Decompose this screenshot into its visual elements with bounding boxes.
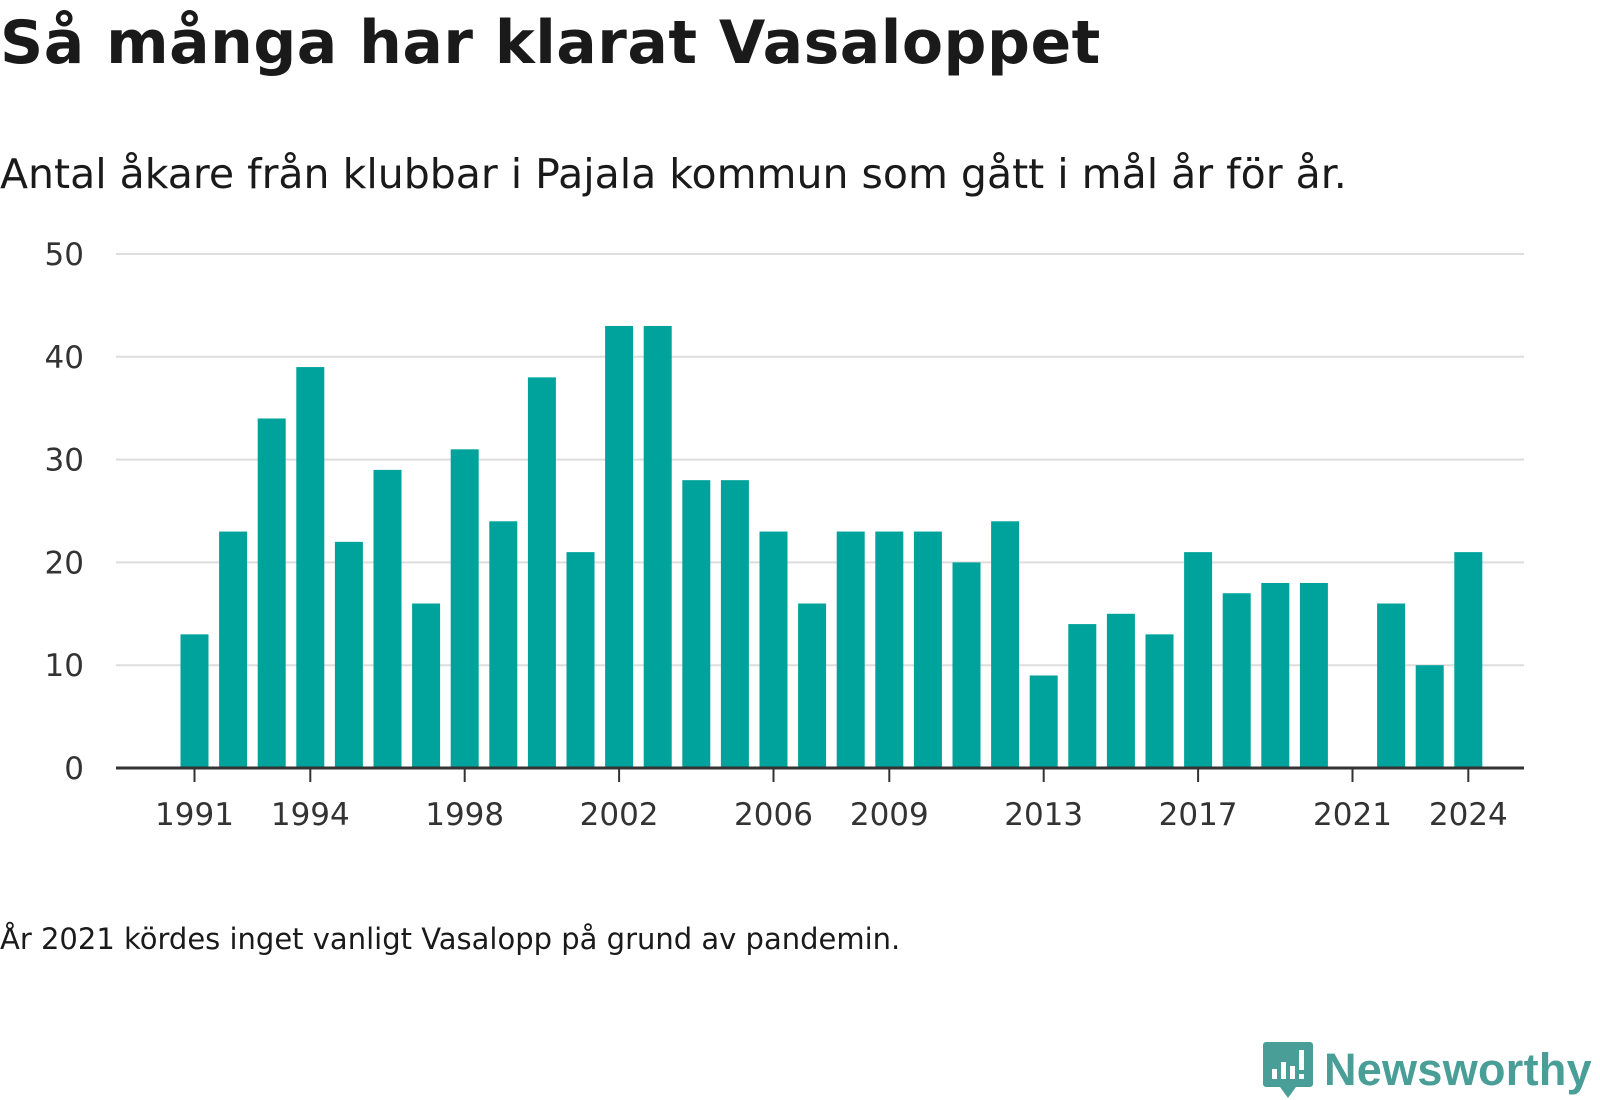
bar-2019 [1261, 582, 1290, 768]
bar-2016 [1145, 634, 1174, 768]
bar-1991 [180, 634, 209, 768]
bar-2013 [1029, 675, 1058, 768]
bar-2008 [836, 531, 865, 768]
bar-1999 [489, 521, 518, 768]
x-tick-label: 2017 [1159, 797, 1238, 833]
bar-2023 [1415, 665, 1444, 768]
x-tick-label: 1998 [425, 797, 504, 833]
bar-2000 [527, 377, 556, 768]
brand-logo[interactable]: Newsworthy [1262, 1040, 1592, 1100]
bar-1998 [450, 449, 479, 768]
bar-2015 [1106, 613, 1135, 768]
x-tick-label: 1991 [155, 797, 234, 833]
bar-1992 [219, 531, 248, 768]
brand-name: Newsworthy [1323, 1044, 1592, 1095]
bar-2012 [991, 521, 1020, 768]
x-tick-label: 2024 [1429, 797, 1508, 833]
x-tick-label: 1994 [271, 797, 350, 833]
x-tick-label: 2002 [580, 797, 659, 833]
bar-2007 [798, 603, 827, 768]
bar-2004 [682, 480, 711, 768]
y-tick-label: 50 [45, 237, 84, 273]
bar-2006 [759, 531, 788, 768]
bar-2020 [1299, 582, 1328, 768]
bar-2011 [952, 562, 981, 768]
bar-1996 [373, 469, 402, 768]
bar-2001 [566, 552, 595, 768]
bar-2014 [1068, 624, 1097, 768]
bar-2010 [913, 531, 942, 768]
bar-2017 [1184, 552, 1213, 768]
bar-chart: 0 10 20 30 40 50 1991 1994 1998 2002 2006 2009 2013… [45, 237, 1524, 833]
bar-1997 [412, 603, 441, 768]
x-tick-label: 2009 [850, 797, 929, 833]
chart-title: Så många har klarat Vasaloppet [0, 8, 1101, 78]
bars [180, 325, 1483, 768]
bar-2022 [1377, 603, 1406, 768]
bar-2018 [1222, 593, 1251, 768]
bar-2005 [720, 480, 749, 768]
chart-subtitle: Antal åkare från klubbar i Pajala kommun… [0, 150, 1347, 198]
y-tick-label: 30 [45, 443, 84, 479]
bar-2009 [875, 531, 904, 768]
bar-1994 [296, 367, 325, 768]
bar-1995 [334, 541, 363, 768]
newsworthy-logo-icon [1262, 1042, 1313, 1098]
y-tick-label: 0 [64, 751, 84, 787]
x-tick-label: 2006 [734, 797, 813, 833]
x-axis-labels: 1991 1994 1998 2002 2006 2009 2013 2017 2021 2024 [155, 797, 1508, 833]
y-tick-label: 40 [45, 340, 84, 376]
bar-2002 [605, 325, 634, 768]
bar-2024 [1454, 552, 1483, 768]
bar-1993 [257, 418, 286, 768]
y-tick-label: 20 [45, 545, 84, 581]
y-axis-labels: 0 10 20 30 40 50 [45, 237, 84, 787]
x-tick-label: 2021 [1313, 797, 1392, 833]
footnote: År 2021 kördes inget vanligt Vasalopp på… [0, 922, 901, 956]
y-tick-label: 10 [45, 648, 84, 684]
x-axis [116, 766, 1524, 782]
bar-2003 [643, 325, 672, 768]
x-tick-label: 2013 [1004, 797, 1083, 833]
